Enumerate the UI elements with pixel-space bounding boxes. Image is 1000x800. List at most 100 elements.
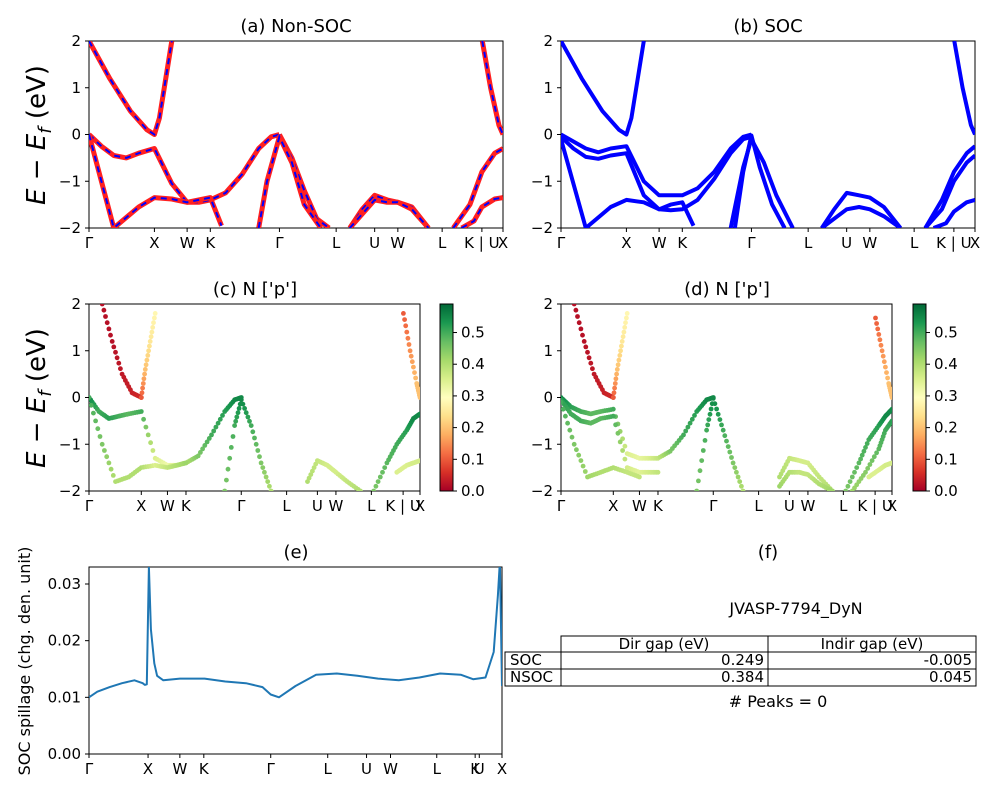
xtick-label-b-1: X [621,234,631,252]
series-group-e [89,567,502,699]
point-d-4-1-0 [614,367,620,372]
points-group-c [89,304,420,491]
point-c-3-1-1 [143,362,149,368]
point-d-1-5-3 [617,439,623,445]
point-c-2-1-5 [118,366,123,372]
point-c-2-1-1 [111,344,117,350]
xtick-label-e-8: L [433,760,442,778]
ytick-label-a-1: −1 [59,172,81,190]
point-c-3-2-1 [148,334,154,340]
nonsoc-band-dash-8 [461,196,503,228]
point-d-11-0-2 [875,326,881,332]
point-d-4-2-4 [623,320,628,326]
point-c-4-0-1 [224,477,229,483]
point-c-8-1-3 [411,364,416,370]
row-soc-indir: -0.005 [924,651,972,669]
point-d-2-0-1 [561,406,566,412]
xtick-label-a-2: W [180,234,195,252]
point-d-5-4-2 [734,469,739,475]
xtick-label-b-5: L [804,234,813,252]
xtick-label-a-7: W [390,234,405,252]
plot-frame-e [88,566,503,755]
cbar-tick-label-c-2: 0.2 [461,419,485,437]
colorbar-c: 0.0 0.1 0.2 0.3 0.4 0.5 [439,303,485,500]
ytick-label-a-2: 0 [71,126,81,144]
point-c-1-1-4 [108,466,114,472]
ytick-label-c-2: 0 [71,389,81,407]
point-c-1-1-5 [110,473,116,478]
header-dir-gap: Dir gap (eV) [619,635,710,653]
xtick-label-c-6: U [312,497,323,515]
point-d-8-0-4 [852,469,857,475]
point-d-4-0-1 [611,390,617,396]
soc-band-2 [561,138,696,228]
xtick-label-d-5: L [754,497,763,515]
point-c-0-11-4 [217,416,223,422]
point-c-3-0-4 [141,376,147,382]
point-d-3-1-2 [585,349,590,355]
point-c-0-10-4 [204,439,210,445]
soc-band-3 [561,41,646,137]
point-c-4-4-4 [265,479,271,484]
ytick-label-e-0: 0.00 [48,745,81,763]
xtick-label-c-8: L [367,497,376,515]
point-c-0-5-0 [138,409,144,414]
nonsoc-band-dash-7 [452,147,503,228]
point-d-8-1-2 [859,452,865,458]
point-c-1-1-0 [99,441,105,447]
point-c-2-0-3 [104,320,110,326]
soc-band-9 [923,153,975,228]
point-c-4-2-5 [247,418,252,424]
point-c-4-0-4 [228,445,234,450]
point-d-4-0-2 [612,385,617,391]
point-d-1-5-5 [622,456,628,462]
xtick-label-c-0: Γ [85,497,94,515]
point-c-4-4-0 [258,460,264,466]
cbar-tick-label-c-0: 0.0 [461,482,485,500]
point-c-2-1-4 [116,360,122,366]
point-d-11-0-5 [878,342,884,348]
point-c-4-3-4 [255,448,261,453]
point-d-0-11-1 [683,428,689,434]
point-d-5-4-0 [730,460,736,466]
point-d-2-0-4 [567,427,573,433]
point-d-8-0-2 [847,479,853,484]
point-d-5-1-3 [707,411,713,417]
ytick-label-c-0: −2 [59,482,81,500]
cbar-tick-label-d-5: 0.5 [934,324,958,342]
point-d-5-2-5 [719,422,724,428]
point-d-5-0-3 [699,458,705,463]
point-c-1-end [183,460,189,466]
ytick-label-b-2: 0 [543,126,553,144]
point-c-2-0-1 [101,307,107,313]
point-d-0-5-5 [622,443,628,449]
gap-table [504,635,977,687]
point-c-0-11-3 [215,420,221,426]
colorbar-d: 0.0 0.1 0.2 0.3 0.4 0.5 [912,303,958,500]
point-c-4-4-2 [262,469,267,475]
point-c-1-1-3 [106,460,112,466]
point-c-4-2-3 [243,410,249,416]
nonsoc-band-0 [89,132,281,205]
xtick-label-d-7: W [801,497,816,515]
ytick-label-b-0: −2 [531,219,553,237]
point-d-2-1-3 [578,458,584,463]
point-d-8-1-4 [863,445,868,450]
point-d-8-end [889,406,892,412]
xtick-label-e-1: X [143,760,153,778]
colorbar-c-ticks: 0.0 0.1 0.2 0.3 0.4 0.5 [453,324,485,500]
ytick-label-d-2: 0 [543,389,553,407]
point-c-0-5-2 [143,424,149,430]
point-c-6-0-5 [382,465,388,470]
point-d-0-11-2 [685,424,691,430]
point-c-1-0-2 [91,410,96,416]
xtick-label-a-5: L [332,234,341,252]
header-indir-gap: Indir gap (eV) [821,635,924,653]
ytick-label-e-3: 0.03 [48,575,81,593]
xtick-label-c-4: Γ [237,497,246,515]
point-d-9-1-2 [867,462,873,467]
ytick-label-b-1: −1 [531,172,553,190]
point-c-8-1-0 [407,348,413,354]
nonsoc-band-dash-2 [89,41,173,137]
xtick-label-a-4: Γ [275,234,284,252]
